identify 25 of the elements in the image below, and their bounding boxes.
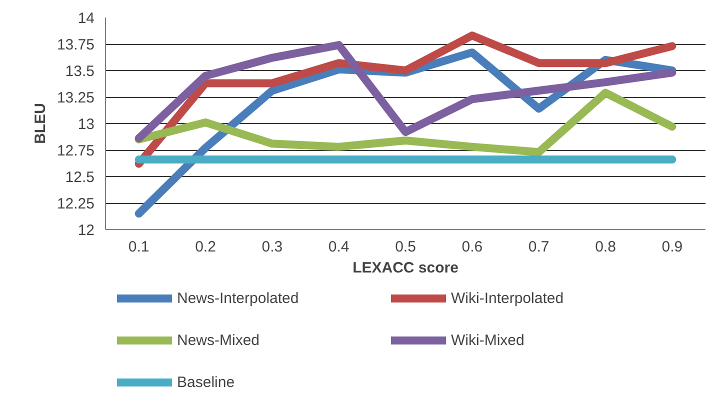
legend-label: Wiki-Mixed	[451, 331, 526, 349]
x-tick-label: 0.8	[595, 238, 616, 256]
y-tick-label: 13.25	[56, 90, 95, 106]
y-tick-label: 13.5	[65, 63, 95, 80]
legend-label: News-Interpolated	[177, 289, 300, 307]
y-tick-label: 14	[78, 10, 95, 27]
legend-label: Wiki-Interpolated	[451, 289, 565, 307]
legend-label: News-Mixed	[177, 331, 261, 349]
y-tick-label: 13.75	[56, 36, 95, 54]
y-tick-label: 12.25	[56, 196, 95, 212]
y-axis-title: BLEU	[32, 103, 49, 144]
x-tick-label: 0.6	[462, 238, 483, 256]
x-tick-label: 0.3	[262, 238, 283, 256]
x-axis-title: LEXACC score	[352, 260, 458, 276]
x-tick-label: 0.4	[328, 238, 350, 256]
y-tick-label: 12.75	[56, 142, 95, 160]
y-tick-label: 12	[78, 222, 95, 239]
x-tick-label: 0.2	[195, 238, 216, 256]
legend-label: Baseline	[177, 373, 236, 391]
x-tick-label: 0.9	[662, 238, 683, 256]
x-tick-label: 0.1	[128, 238, 150, 256]
x-tick-label: 0.5	[395, 238, 416, 256]
x-tick-label: 0.7	[528, 238, 550, 256]
y-tick-label: 13	[78, 116, 95, 133]
y-tick-label: 12.5	[65, 169, 95, 186]
